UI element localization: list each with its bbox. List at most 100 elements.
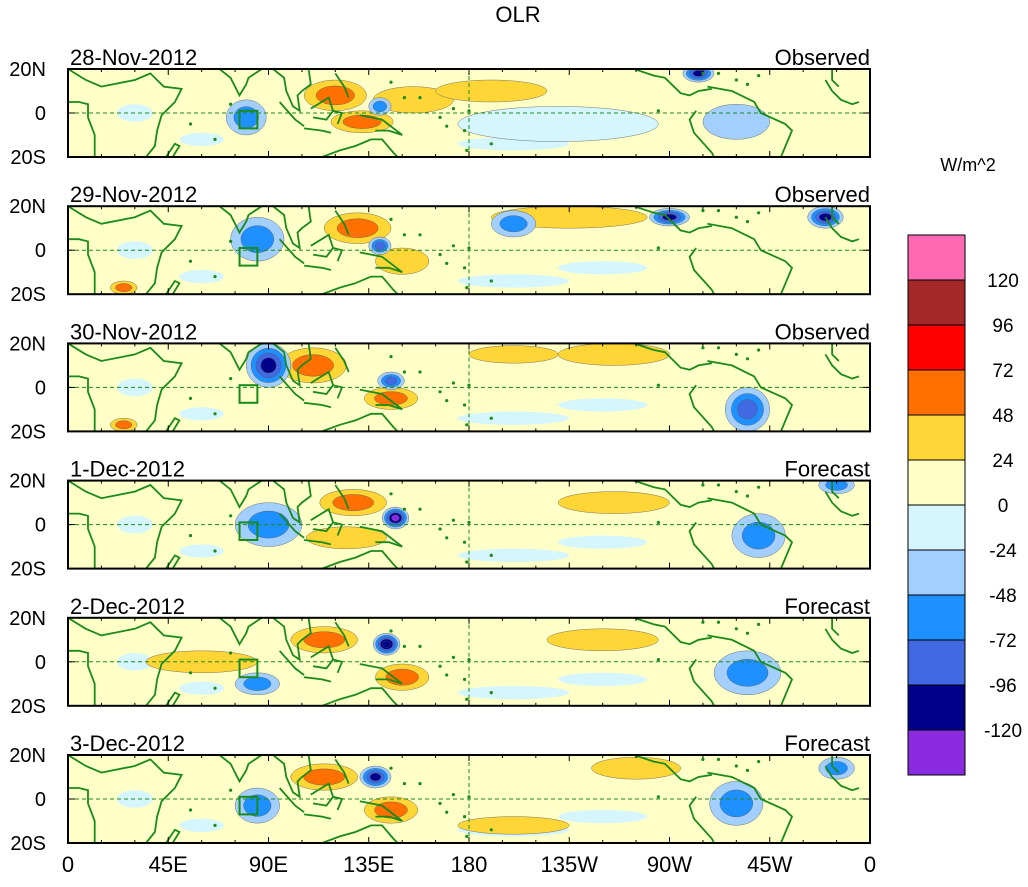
island [745,220,750,224]
island [489,279,493,283]
coastline [831,343,840,362]
island [734,215,738,219]
island [451,107,456,111]
coastline [303,676,332,683]
anomaly-contour [303,631,345,649]
island [445,673,449,677]
coastline [68,480,183,569]
x-axis: 0 45E 90E 135E 180 135W 90W 45W 0 [62,852,876,877]
island [465,286,469,290]
island [462,129,467,133]
island [701,346,705,350]
anomaly-background-patch [179,681,224,695]
coastlines [68,755,860,843]
island [656,658,660,662]
coastline [68,649,96,706]
island [462,815,467,819]
coastline [278,650,305,676]
anomaly-field [117,480,855,563]
coastline [303,401,332,409]
panel-stack: 20N 0 20S 28-Nov-2012 Observed 20N 0 20S 29-Nov-… [9,45,871,855]
coastline [688,247,715,295]
island [418,782,422,786]
coastlines [68,69,860,157]
island [462,677,467,682]
island [229,788,233,792]
colorbar-level-label: -120 [984,721,1022,742]
figure-title: OLR [495,2,540,27]
coastline [359,114,403,136]
x-tick-label: 45E [149,852,188,877]
coastline [218,617,263,647]
coastline [68,787,96,843]
coastline [321,824,399,843]
coastline [688,521,715,569]
y-tick-label: 0 [35,789,46,811]
y-tick-label: 20S [10,833,46,855]
island [213,412,217,416]
y-tick-label: 0 [35,240,46,262]
coastline [278,101,305,127]
colorbar: W/m^2 120 96 72 48 24 0 -24 -48 -72 -96 -120 [907,155,1022,776]
island [438,390,442,394]
island [467,109,471,113]
island [465,148,469,152]
coastline [707,222,794,295]
coastline [303,127,332,134]
coastline [359,525,403,548]
island [489,828,493,832]
colorbar-swatch [907,549,966,596]
island [188,808,193,812]
index-box-region [238,658,259,679]
island [701,483,705,487]
anomaly-background-patch [558,261,648,275]
island [489,142,493,146]
y-tick-label: 20S [10,147,46,169]
colorbar-level-label: 0 [998,496,1009,517]
coastline [824,353,860,380]
island [716,71,721,75]
panel-2: 20N 0 20S 29-Nov-2012 Observed [9,182,871,306]
anomaly-contour [372,100,387,113]
island [188,122,193,126]
panel-date-label: 28-Nov-2012 [70,45,197,70]
island [489,691,493,695]
island [734,764,738,768]
island [656,520,660,525]
coastline [334,72,350,98]
anomaly-contour [391,514,400,522]
anomaly-contour [115,420,133,430]
anomaly-contour [382,640,391,648]
coastline [688,384,715,432]
coastline [633,617,712,646]
panel-date-label: 30-Nov-2012 [70,319,197,344]
coastline [165,142,181,157]
coastline [831,755,840,774]
island [701,620,705,624]
coastline [707,360,794,432]
island [451,793,456,797]
island [418,370,422,374]
index-box-region [238,521,259,542]
anomaly-background-patch [179,544,224,558]
y-tick-label: 20N [9,471,46,493]
panel-date-label: 3-Dec-2012 [70,731,185,756]
island [188,671,193,675]
anomaly-field [110,206,844,295]
anomaly-contour [332,494,374,511]
island [438,664,442,668]
island [467,658,471,662]
panel-date-label: 1-Dec-2012 [70,457,185,482]
coastline [831,69,840,88]
coastline [165,691,181,706]
island [389,766,393,770]
coastline [303,264,332,271]
index-box-region [238,247,259,267]
anomaly-contour [457,816,570,835]
island [402,96,406,100]
island [389,217,393,221]
island [734,627,738,631]
colorbar-swatch [907,594,966,641]
island [467,520,471,525]
island [716,620,721,624]
